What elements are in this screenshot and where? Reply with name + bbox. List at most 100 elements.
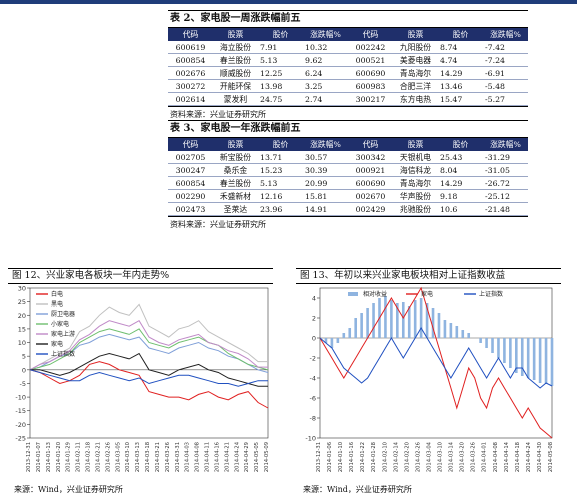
bar-mark <box>324 338 328 343</box>
bar-mark <box>520 338 524 376</box>
bar-mark <box>407 306 411 338</box>
legend-label: 厨卫电器 <box>51 310 75 318</box>
table3-header-row: 代码 股票 股价 涨跌幅% 代码 股票 股价 涨跌幅% <box>168 138 528 151</box>
legend-label: 白电 <box>51 290 63 298</box>
table2-title: 表 2、家电股一周涨跌幅前五 <box>168 10 528 28</box>
table3-cell: 12.16 <box>258 189 303 203</box>
table2-header: 股票 <box>213 28 258 41</box>
table2-cell: 300272 <box>168 79 213 93</box>
x-tick-label: 2014-04-24 <box>234 441 240 472</box>
table3-cell: 8.04 <box>438 163 483 177</box>
y-tick-label: -2 <box>310 355 316 363</box>
x-tick-label: 2014-04-14 <box>504 441 510 472</box>
bar-mark <box>443 320 447 338</box>
x-tick-label: 2014-01-10 <box>338 442 344 472</box>
x-tick-label: 2013-12-31 <box>316 442 322 472</box>
table3-cell: 15.81 <box>303 189 348 203</box>
table2-cell: 300217 <box>348 92 393 106</box>
y-tick-label: 5 <box>22 353 26 361</box>
bar-mark <box>550 338 554 386</box>
bar-mark <box>419 298 423 338</box>
table3-row: 300247 桑乐金 15.23 30.39 000921 海信科龙 8.04 -31.05 <box>168 163 528 177</box>
table3-cell: 002429 <box>348 202 393 216</box>
table3-cell: -31.29 <box>483 151 528 164</box>
table2-cell: 7.91 <box>258 41 303 54</box>
y-tick-label: -5 <box>20 380 26 388</box>
table2-cell: 12.25 <box>258 66 303 80</box>
table2-row: 300272 开能环保 13.98 3.25 600983 合肥三洋 13.46 -5.48 <box>168 79 528 93</box>
table3-cell: 300247 <box>168 163 213 177</box>
x-tick-label: 2014-05-08 <box>548 442 554 472</box>
series-line <box>29 303 268 371</box>
table3-cell: 新宝股份 <box>213 151 258 164</box>
table2-cell: 600690 <box>348 66 393 80</box>
x-tick-label: 2014-04-11 <box>205 442 211 472</box>
table3-cell: 春兰股份 <box>213 176 258 190</box>
y-tick-label: 0 <box>312 335 316 343</box>
x-tick-label: 2014-01-29 <box>66 442 72 472</box>
table2-cell: 春兰股份 <box>213 53 258 67</box>
x-tick-label: 2014-04-03 <box>185 442 191 472</box>
table2-source: 资料来源：兴业证券研究所 <box>168 106 528 120</box>
bar-mark <box>479 338 482 343</box>
plot-frame <box>29 287 269 439</box>
table2-cell: 600854 <box>168 53 213 67</box>
table3-cell: 9.18 <box>438 189 483 203</box>
x-tick-label: 2014-04-08 <box>195 442 201 472</box>
bar-mark <box>390 300 393 338</box>
bar-mark <box>497 338 500 358</box>
table3-header: 股票 <box>393 138 438 151</box>
table3-cell: 海信科龙 <box>393 163 438 177</box>
x-tick-label: 2014-03-31 <box>175 442 181 472</box>
table2-cell: 3.25 <box>303 79 348 93</box>
x-tick-label: 2014-03-13 <box>135 442 141 472</box>
legend-label: 上证指数 <box>479 290 503 298</box>
bar-mark <box>491 338 494 353</box>
table2-cell: 合肥三洋 <box>393 79 438 93</box>
table2-cell: 002676 <box>168 66 213 80</box>
table3-section: 表 3、家电股一年涨跌幅前五 代码 股票 股价 涨跌幅% 代码 股票 股价 涨跌… <box>168 120 528 230</box>
series-line <box>30 352 268 387</box>
table2-cell: 顺威股份 <box>213 66 258 80</box>
table3-header: 股价 <box>438 138 483 151</box>
bar-mark <box>384 296 387 338</box>
legend-label: 黑电 <box>51 300 63 308</box>
figure13-source: 来源：Wind，兴业证券研究所 <box>303 485 412 494</box>
x-tick-label: 2014-05-05 <box>254 442 260 472</box>
series-line <box>319 286 553 439</box>
table3-cell: -25.12 <box>483 189 528 203</box>
table3-header: 代码 <box>168 138 213 151</box>
table3-cell: 天银机电 <box>393 151 438 164</box>
y-tick-label: 25 <box>18 298 26 306</box>
table3-header: 代码 <box>348 138 393 151</box>
table2-cell: 14.29 <box>438 66 483 80</box>
table2-cell: 开能环保 <box>213 79 258 93</box>
x-tick-label: 2014-02-20 <box>404 442 410 472</box>
table3-row: 002290 禾盛新材 12.16 15.81 002670 华声股份 9.18 -25.12 <box>168 189 528 203</box>
x-tick-label: 2014-01-28 <box>371 442 377 472</box>
table3-cell: 兆驰股份 <box>393 202 438 216</box>
x-tick-label: 2014-04-21 <box>224 442 230 472</box>
x-tick-label: 2014-03-20 <box>460 442 466 472</box>
bar-mark <box>372 303 375 338</box>
table2-cell: 9.62 <box>303 53 348 67</box>
x-tick-label: 2014-02-21 <box>95 442 101 472</box>
x-tick-label: 2014-03-05 <box>115 442 121 472</box>
bar-mark <box>401 302 405 338</box>
table2-cell: -6.91 <box>483 66 528 80</box>
table2-cell: 002614 <box>168 92 213 106</box>
table2-cell: 海立股份 <box>213 41 258 54</box>
series-line <box>29 328 269 371</box>
y-tick-label: 15 <box>18 325 26 333</box>
x-tick-label: 2014-04-29 <box>244 442 250 472</box>
table3-cell: 600854 <box>168 176 213 190</box>
table3-cell: 002290 <box>168 189 213 203</box>
y-tick-label: -10 <box>15 394 26 402</box>
table2-cell: -7.24 <box>483 53 528 67</box>
table2-cell: 600619 <box>168 41 213 54</box>
x-tick-label: 2014-03-10 <box>125 442 131 472</box>
table2-cell: 2.74 <box>303 92 348 106</box>
x-tick-label: 2014-03-10 <box>438 442 444 472</box>
figure12: 图 12、兴业家电各板块一年内走势% 30 25 20 15 10 5 0 -5 -10 -15 -… <box>8 268 273 488</box>
